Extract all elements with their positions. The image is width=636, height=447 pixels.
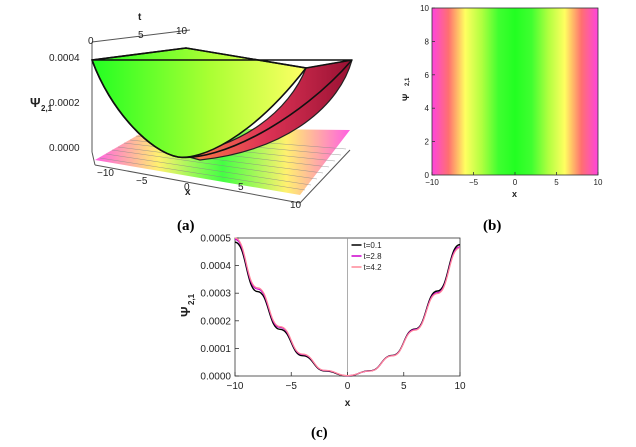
panel-b-xtick: 0: [513, 178, 518, 187]
panel-a-ylabel-sub: 2,1: [41, 104, 53, 113]
panel-a: Ψ 2,1 x t 0.0004 0.0002 0.0000 −10 −5 0 …: [0, 0, 380, 215]
panel-b-xlabel: x: [512, 189, 517, 199]
caption-c: (c): [311, 425, 328, 441]
panel-b-xtick: −10: [425, 178, 439, 187]
panel-a-xlabel: x: [185, 187, 191, 198]
panel-c-line-plot: −10 −5 0 5 10 0.0000 0.0001 0.0002 0.0003 0.0004 0…: [178, 234, 466, 410]
panel-c-ylabel: Ψ: [178, 306, 193, 317]
legend-label: t=0.1: [364, 241, 383, 250]
panel-c-ytick: 0.0001: [200, 344, 231, 355]
panel-b-xtick: 5: [554, 178, 559, 187]
panel-b-ytick: 2: [425, 138, 430, 147]
density-field: [431, 7, 599, 176]
panel-c-ylabel-sub: 2,1: [187, 293, 196, 305]
panel-c-ytick: 0.0004: [200, 261, 231, 272]
panel-a-ylabel: Ψ: [30, 95, 41, 110]
panel-a-ttick: 10: [176, 26, 188, 37]
legend-label: t=2.8: [364, 252, 383, 261]
panel-a-ztick: 0.0002: [49, 98, 80, 109]
panel-b-ytick: 8: [425, 37, 430, 46]
panel-a-xtick: −10: [97, 168, 114, 179]
panel-a-tlabel: t: [138, 12, 142, 23]
panel-b-xtick: −5: [469, 178, 479, 187]
panel-b-ylabel-sub: 2,1: [405, 77, 411, 86]
panel-c-ytick: 0.0005: [200, 234, 231, 245]
panel-c: −10 −5 0 5 10 0.0000 0.0001 0.0002 0.0003 0.0004 0…: [160, 230, 480, 415]
panel-a-xtick: 5: [238, 182, 244, 193]
panel-a-xtick: −5: [136, 176, 148, 187]
panel-a-xtick: 0: [184, 182, 190, 193]
caption-a: (a): [177, 218, 195, 234]
panel-b-xtick: 10: [594, 178, 603, 187]
panel-c-ytick: 0.0003: [200, 289, 231, 300]
panel-b-ytick: 6: [425, 71, 430, 80]
surface-top-edge: [91, 47, 353, 69]
panel-a-ztick: 0.0000: [49, 143, 80, 154]
panel-b-ylabel: Ψ: [401, 94, 411, 101]
panel-b-ytick: 4: [425, 104, 430, 113]
panel-b-ytick: 0: [425, 171, 430, 180]
panel-a-xtick: 10: [290, 200, 302, 211]
panel-c-ytick: 0.0000: [200, 372, 231, 383]
panel-c-xtick: 5: [401, 381, 407, 392]
panel-c-xlabel: x: [345, 398, 351, 409]
panel-b-density-plot: −10 −5 0 5 10 0 2 4 6 8 10 Ψ x 2,1: [401, 4, 603, 199]
panel-c-xtick: −10: [227, 381, 244, 392]
panel-c-xtick: 10: [454, 381, 466, 392]
surface-bottom-curve: [91, 59, 353, 159]
panel-a-ztick: 0.0004: [49, 53, 80, 64]
panel-c-xtick: 0: [345, 381, 351, 392]
panel-a-surface-plot: Ψ 2,1 x t 0.0004 0.0002 0.0000 −10 −5 0 …: [30, 12, 353, 211]
series-line-t=4.2: [234, 237, 461, 377]
panel-a-ttick: 5: [138, 30, 144, 41]
panel-c-xtick: −5: [286, 381, 298, 392]
panel-a-ttick: 0: [88, 36, 94, 47]
panel-c-ytick: 0.0002: [200, 316, 231, 327]
panel-b-ytick: 10: [420, 4, 429, 13]
legend-label: t=4.2: [364, 263, 383, 272]
caption-b: (b): [483, 218, 502, 234]
panel-b: −10 −5 0 5 10 0 2 4 6 8 10 Ψ x 2,1: [395, 0, 636, 215]
